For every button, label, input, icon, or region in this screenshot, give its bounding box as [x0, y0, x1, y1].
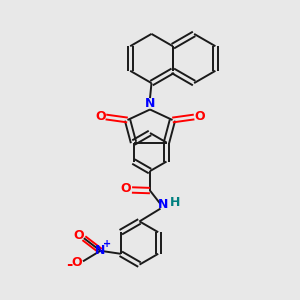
Text: +: + — [103, 239, 111, 249]
Text: N: N — [158, 199, 169, 212]
Text: O: O — [73, 229, 84, 242]
Text: N: N — [145, 97, 155, 110]
Text: O: O — [194, 110, 205, 123]
Text: O: O — [95, 110, 106, 123]
Text: O: O — [121, 182, 131, 195]
Text: O: O — [72, 256, 82, 269]
Text: N: N — [95, 244, 105, 257]
Text: -: - — [67, 257, 73, 272]
Text: H: H — [170, 196, 181, 209]
